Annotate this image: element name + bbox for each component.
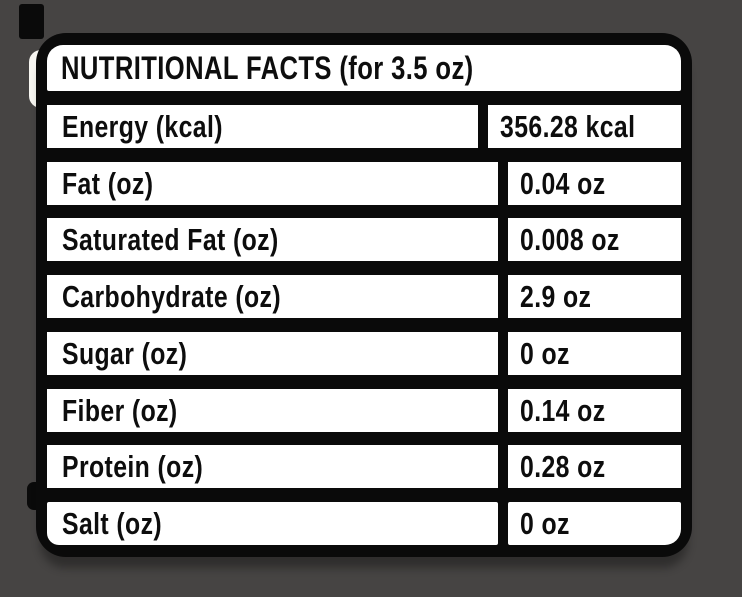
table-row: Fiber (oz) 0.14 oz bbox=[47, 388, 681, 432]
nutrient-name-cell: Fiber (oz) bbox=[47, 388, 498, 432]
table-row: Saturated Fat (oz) 0.008 oz bbox=[47, 218, 681, 262]
nutrient-value: 0.04 oz bbox=[520, 165, 606, 201]
nutrient-value-cell: 0.008 oz bbox=[508, 218, 681, 262]
table-row: Sugar (oz) 0 oz bbox=[47, 331, 681, 375]
nutrient-name-cell: Energy (kcal) bbox=[47, 104, 478, 148]
nutrient-value-cell: 2.9 oz bbox=[508, 275, 681, 318]
nutrient-value: 0 oz bbox=[520, 506, 570, 541]
nutrient-name-cell: Protein (oz) bbox=[47, 445, 498, 489]
nutrient-value-cell: 0 oz bbox=[508, 331, 681, 375]
nutrient-name: Saturated Fat (oz) bbox=[62, 222, 279, 258]
torn-corner-scrap bbox=[19, 4, 44, 39]
nutrient-value-cell: 0.28 oz bbox=[508, 445, 681, 489]
nutrient-name-cell: Salt (oz) bbox=[47, 502, 498, 545]
table-row: Energy (kcal) 356.28 kcal bbox=[47, 104, 681, 148]
nutrient-value-cell: 0.14 oz bbox=[508, 388, 681, 432]
nutrient-name: Carbohydrate (oz) bbox=[62, 279, 281, 314]
nutrient-name: Protein (oz) bbox=[62, 449, 204, 485]
nutrient-value: 0 oz bbox=[520, 335, 570, 371]
nutrient-name: Sugar (oz) bbox=[62, 335, 188, 371]
nutrient-value: 0.008 oz bbox=[520, 222, 620, 258]
nutrient-name: Salt (oz) bbox=[62, 506, 163, 541]
nutrient-value: 0.14 oz bbox=[520, 392, 606, 428]
nutrient-name-cell: Saturated Fat (oz) bbox=[47, 218, 498, 262]
table-row: Salt (oz) 0 oz bbox=[47, 502, 681, 545]
table-row: Protein (oz) 0.28 oz bbox=[47, 445, 681, 489]
table-row: Fat (oz) 0.04 oz bbox=[47, 161, 681, 205]
nutrient-name: Fiber (oz) bbox=[62, 392, 178, 428]
nutrient-name-cell: Sugar (oz) bbox=[47, 331, 498, 375]
label-title: NUTRITIONAL FACTS (for 3.5 oz) bbox=[61, 50, 474, 86]
table-row: Carbohydrate (oz) 2.9 oz bbox=[47, 275, 681, 318]
nutrient-value: 356.28 kcal bbox=[499, 108, 636, 144]
label-header-row: NUTRITIONAL FACTS (for 3.5 oz) bbox=[47, 45, 681, 91]
nutrient-name: Fat (oz) bbox=[62, 165, 154, 201]
nutrient-value-cell: 0 oz bbox=[508, 502, 681, 545]
nutrient-value-cell: 356.28 kcal bbox=[487, 104, 681, 148]
nutrient-value-cell: 0.04 oz bbox=[508, 161, 681, 205]
nutrient-value: 2.9 oz bbox=[520, 279, 592, 314]
nutrition-label: NUTRITIONAL FACTS (for 3.5 oz) Energy (k… bbox=[36, 33, 692, 557]
nutrient-name: Energy (kcal) bbox=[62, 108, 223, 144]
nutrient-name-cell: Carbohydrate (oz) bbox=[47, 275, 498, 318]
nutrient-name-cell: Fat (oz) bbox=[47, 161, 498, 205]
nutrient-value: 0.28 oz bbox=[520, 449, 606, 485]
